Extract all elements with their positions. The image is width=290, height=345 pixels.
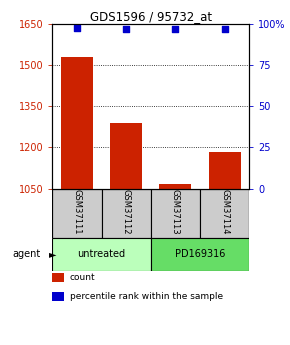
Text: agent: agent [12,249,41,259]
Text: ►: ► [49,249,57,259]
Bar [200,188,249,238]
Bar [52,273,64,282]
Bar [52,238,151,271]
Text: count: count [70,273,96,282]
Bar [52,188,102,238]
Text: percentile rank within the sample: percentile rank within the sample [70,292,223,301]
Bar [52,292,64,301]
Text: untreated: untreated [77,249,126,259]
Bar [160,185,191,188]
Text: GSM37112: GSM37112 [122,189,131,235]
Point [124,26,128,32]
Text: GSM37114: GSM37114 [220,189,229,235]
Bar [110,123,142,188]
Bar [151,188,200,238]
Text: PD169316: PD169316 [175,249,225,259]
Bar [209,151,241,188]
Point [173,27,178,32]
Bar [61,57,93,188]
Point [75,26,79,31]
Bar [102,188,151,238]
Bar [151,238,249,271]
Title: GDS1596 / 95732_at: GDS1596 / 95732_at [90,10,212,23]
Text: GSM37113: GSM37113 [171,189,180,235]
Text: GSM37111: GSM37111 [72,189,81,235]
Point [222,27,227,32]
